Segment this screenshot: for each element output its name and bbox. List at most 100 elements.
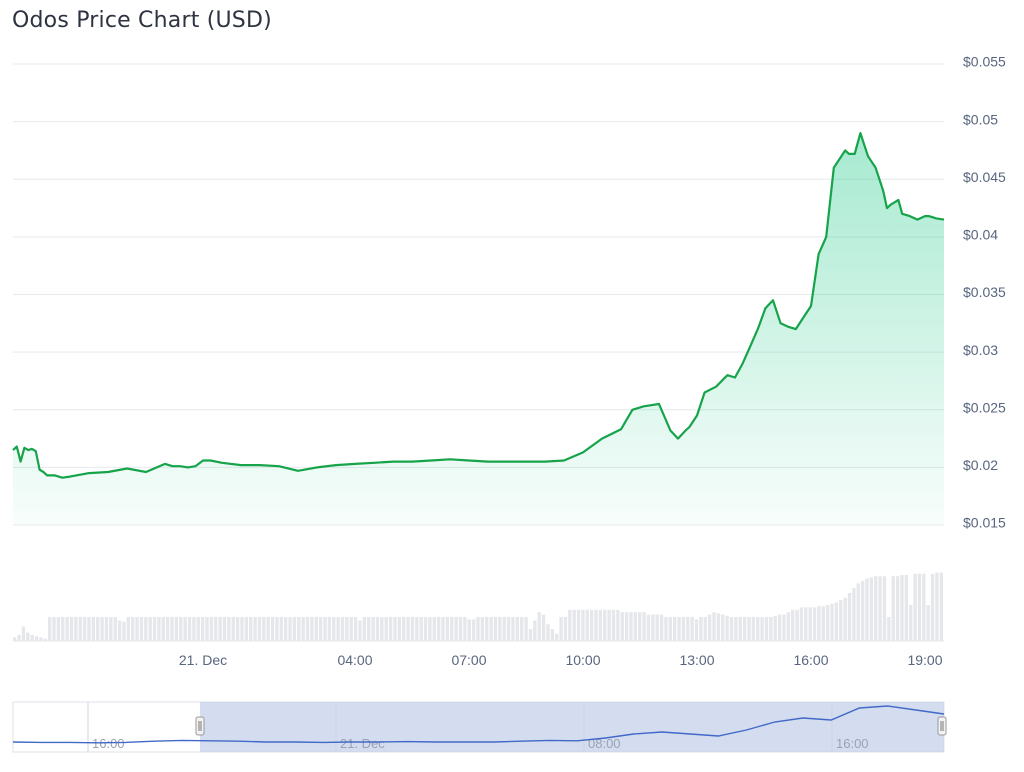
x-tick-label: 13:00 xyxy=(679,652,714,668)
volume-bar xyxy=(283,617,288,641)
volume-bar xyxy=(47,617,52,641)
volume-bar xyxy=(227,617,231,641)
volume-bar xyxy=(305,617,310,641)
volume-bar xyxy=(52,617,56,641)
volume-bar xyxy=(345,617,349,641)
volume-bar xyxy=(882,576,887,641)
volume-bar xyxy=(699,617,703,641)
volume-bar xyxy=(100,617,104,641)
volume-bar xyxy=(659,614,664,641)
volume-bar xyxy=(581,609,585,641)
volume-bar xyxy=(170,617,174,641)
volume-bar xyxy=(598,609,603,641)
volume-bar xyxy=(646,614,651,641)
volume-bar xyxy=(126,617,131,641)
volume-bar xyxy=(371,617,375,641)
volume-bar xyxy=(786,612,791,641)
volume-bar xyxy=(764,617,769,641)
volume-bar xyxy=(231,617,235,641)
volume-bar xyxy=(821,606,825,641)
volume-bar xyxy=(200,617,205,641)
volume-bar xyxy=(179,617,183,641)
volume-bar xyxy=(257,617,262,641)
volume-bar xyxy=(909,605,913,641)
x-axis: 21. Dec 04:00 07:00 10:00 13:00 16:00 19:00 xyxy=(13,640,944,668)
y-axis: $0.055 $0.05 $0.045 $0.04 $0.035 $0.03 $0.025 $… xyxy=(963,54,1006,531)
volume-bar xyxy=(393,617,397,641)
volume-bar xyxy=(760,617,764,641)
volume-bar xyxy=(673,617,677,641)
volume-bar xyxy=(694,619,699,641)
volume-bar xyxy=(585,609,589,641)
volume-bar xyxy=(887,617,891,641)
volume-bar xyxy=(629,612,633,641)
volume-bar xyxy=(26,632,30,641)
navigator-series-line xyxy=(12,705,945,744)
volume-bar xyxy=(589,609,594,641)
volume-bar xyxy=(135,617,139,641)
volume-bar xyxy=(747,617,751,641)
volume-bar xyxy=(791,609,795,641)
volume-bar xyxy=(528,629,533,641)
volume-bar xyxy=(799,607,804,641)
volume-bar xyxy=(235,617,240,641)
volume-bar xyxy=(415,617,419,641)
volume-bar xyxy=(358,620,362,641)
volume-bar xyxy=(397,617,402,641)
volume-bar xyxy=(109,617,113,641)
y-tick-label: $0.035 xyxy=(963,284,1006,300)
volume-bar xyxy=(742,617,747,641)
volume-bar xyxy=(187,617,192,641)
volume-bar xyxy=(493,617,498,641)
navigator-handle-grip xyxy=(937,716,947,736)
volume-bar xyxy=(703,617,707,641)
volume-bar xyxy=(214,617,218,641)
volume-bar xyxy=(30,635,34,641)
volume-bar xyxy=(939,572,943,641)
volume-bar xyxy=(769,617,773,641)
volume-bar xyxy=(930,573,935,641)
volume-bar xyxy=(620,612,624,641)
navigator-tick-label: 16:00 xyxy=(836,736,869,751)
volume-bar xyxy=(852,588,856,641)
volume-bar xyxy=(721,614,725,641)
volume-bar xyxy=(839,600,843,641)
navigator-tick-label: 08:00 xyxy=(588,736,621,751)
navigator-tick-label: 21. Dec xyxy=(340,736,385,751)
navigator-right-handle[interactable] xyxy=(937,716,947,736)
volume-bar xyxy=(436,617,441,641)
y-tick-label: $0.025 xyxy=(963,399,1006,415)
volume-bar xyxy=(406,617,410,641)
volume-bar xyxy=(34,636,39,641)
volume-bar xyxy=(847,593,852,641)
volume-bar xyxy=(611,609,616,641)
navigator[interactable]: 16:00 21. Dec 08:00 16:00 xyxy=(12,701,947,753)
volume-bar xyxy=(244,617,249,641)
x-tick-label: 10:00 xyxy=(565,652,600,668)
volume-bar xyxy=(266,617,270,641)
volume-bar xyxy=(275,617,279,641)
volume-bar xyxy=(756,617,760,641)
volume-bar xyxy=(690,617,694,641)
volume-bar xyxy=(546,624,550,641)
volume-bar xyxy=(21,626,26,641)
navigator-left-handle[interactable] xyxy=(195,716,205,736)
volume-bar xyxy=(917,573,922,641)
volume-bar xyxy=(869,577,874,641)
y-tick-label: $0.04 xyxy=(963,227,998,243)
volume-bar xyxy=(458,617,463,641)
volume-bar xyxy=(82,617,87,641)
volume-bar xyxy=(144,617,148,641)
volume-bar xyxy=(318,617,323,641)
volume-bar xyxy=(43,638,47,641)
volume-bar xyxy=(445,617,450,641)
volume-bar xyxy=(686,617,690,641)
volume-bar xyxy=(734,617,738,641)
volume-bar xyxy=(480,617,485,641)
volume-bar xyxy=(471,619,476,641)
volume-bar xyxy=(218,617,222,641)
volume-bar xyxy=(751,617,756,641)
volume-bar xyxy=(65,617,69,641)
volume-bar xyxy=(152,617,157,641)
x-tick-label: 21. Dec xyxy=(179,652,227,668)
